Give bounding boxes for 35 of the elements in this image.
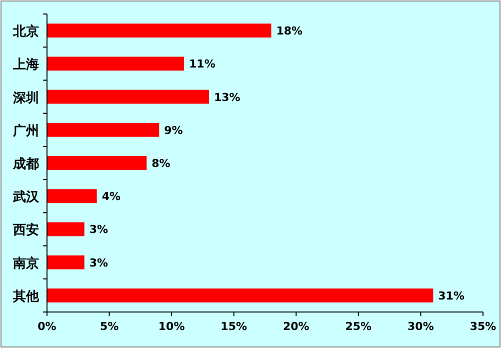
- data-label: 13%: [214, 90, 240, 104]
- data-label: 31%: [438, 289, 465, 302]
- x-tick-label: 5%: [100, 320, 119, 333]
- bar: [47, 288, 434, 302]
- y-tick-label: 其他: [12, 289, 40, 304]
- y-tick-label: 广州: [12, 122, 39, 139]
- data-label: 11%: [189, 58, 216, 71]
- x-tick-label: 25%: [345, 320, 372, 333]
- y-tick-label: 上海: [12, 58, 39, 73]
- y-tick-label: 武汉: [12, 190, 40, 206]
- data-label: 8%: [152, 157, 170, 170]
- x-tick-label: 15%: [220, 320, 248, 333]
- x-tick-label: 10%: [158, 320, 185, 333]
- bar: [47, 222, 84, 236]
- x-tick-label: 30%: [408, 320, 434, 333]
- bar: [47, 122, 160, 137]
- y-tick-label: 深圳: [12, 90, 39, 106]
- x-tick-label: 20%: [282, 320, 310, 333]
- x-tick-label: 0%: [38, 320, 56, 333]
- y-tick-label: 西安: [12, 222, 39, 238]
- y-tick-label: 北京: [12, 24, 39, 40]
- bar: [47, 156, 147, 170]
- data-label: 18%: [276, 24, 303, 38]
- data-label: 9%: [164, 124, 183, 137]
- bar: [47, 189, 97, 204]
- data-label: 3%: [89, 256, 108, 270]
- bar: [47, 255, 84, 270]
- data-label: 3%: [89, 223, 108, 236]
- data-label: 4%: [102, 190, 121, 204]
- bar: [47, 24, 272, 38]
- bar: [47, 56, 184, 71]
- y-tick-label: 南京: [12, 255, 39, 272]
- x-tick-label: 35%: [470, 320, 496, 333]
- bar: [47, 90, 209, 104]
- y-tick-label: 成都: [12, 157, 39, 172]
